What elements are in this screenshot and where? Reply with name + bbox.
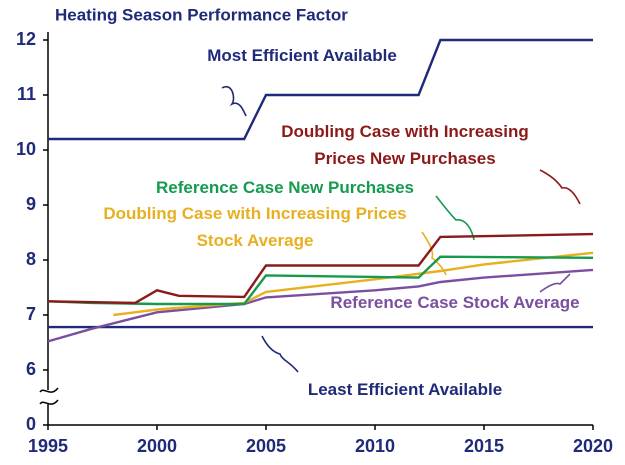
series-line (47, 232, 594, 305)
pointer (539, 169, 581, 205)
pointer (221, 85, 247, 117)
chart-title: Heating Season Performance Factor (55, 5, 348, 24)
series-label: Doubling Case with Increasing Prices Sto… (103, 204, 407, 250)
series-label: Doubling Case with Increasing Prices New… (281, 122, 529, 168)
break-mark (39, 387, 59, 393)
y-tick-label: 8 (26, 249, 36, 269)
y-tick-label: 10 (16, 139, 36, 159)
x-tick-label: 2015 (464, 436, 504, 456)
break-mark (39, 399, 59, 405)
x-tick-label: 1995 (28, 436, 68, 456)
y-tick-label: 12 (16, 29, 36, 49)
series-label: Most Efficient Available (207, 46, 397, 65)
x-tick-label: 2005 (246, 436, 286, 456)
x-tick-label: 2010 (355, 436, 395, 456)
series-label: Reference Case Stock Average (330, 293, 580, 312)
series-label: Least Efficient Available (307, 380, 503, 399)
y-tick-label: 11 (17, 84, 36, 104)
y-tick-label: 9 (26, 194, 36, 214)
axis-break (39, 387, 59, 405)
x-tick-label: 2000 (137, 436, 177, 456)
pointer (539, 273, 571, 293)
y-tick-label: 6 (26, 359, 36, 379)
series-line (113, 251, 594, 317)
x-tick-label: 2020 (573, 436, 613, 456)
break-gap (40, 390, 58, 404)
series-label: Reference Case New Purchases (156, 178, 414, 197)
y-tick-label: 7 (26, 304, 36, 324)
pointer (421, 231, 447, 276)
series-line (48, 38, 593, 141)
series-line (47, 268, 594, 343)
y-tick-label: 0 (26, 414, 36, 434)
pointer (435, 195, 475, 241)
pointer (261, 335, 299, 373)
